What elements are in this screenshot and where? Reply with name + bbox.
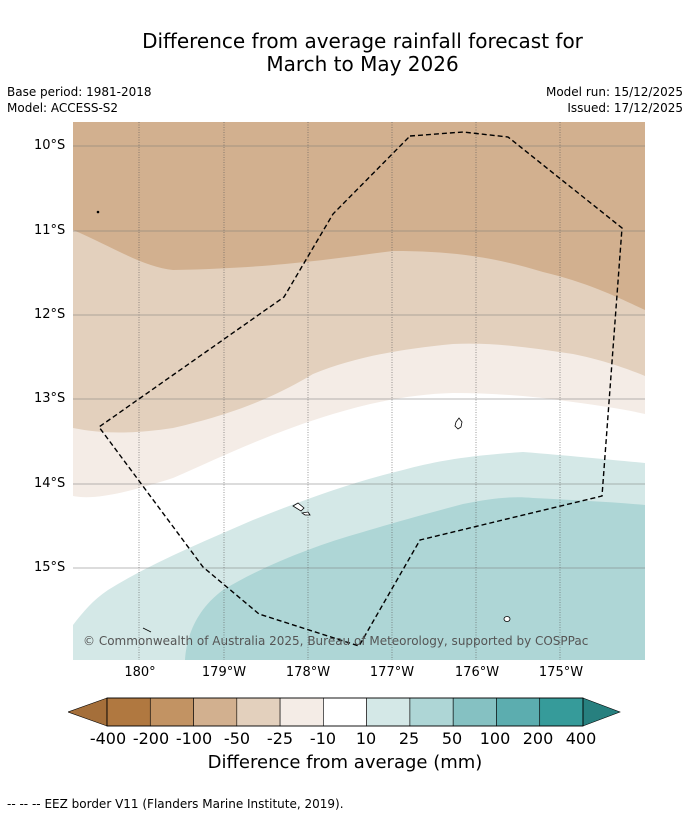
colorbar-frame xyxy=(106,697,584,727)
colorbar-high-arrow xyxy=(582,697,621,727)
cb-tick-4: -50 xyxy=(223,729,251,748)
colorbar-cell xyxy=(409,697,454,727)
latitude-gridlines xyxy=(73,145,645,569)
title-line-2: March to May 2026 xyxy=(266,52,459,76)
cb-tick-5: -25 xyxy=(266,729,294,748)
lat-label-13s: 13°S xyxy=(34,391,66,406)
island-east xyxy=(454,417,463,430)
rainfall-map[interactable]: © Commonwealth of Australia 2025, Bureau… xyxy=(73,122,645,660)
colorbar-cell xyxy=(149,697,194,727)
cb-tick-8: 25 xyxy=(398,729,420,748)
colorbar-cell xyxy=(106,697,151,727)
issued-date: Issued: 17/12/2025 xyxy=(567,101,683,115)
longitude-gridlines xyxy=(138,122,561,660)
lat-label-11s: 11°S xyxy=(34,223,66,238)
lat-label-10s: 10°S xyxy=(34,138,66,153)
island-central xyxy=(292,502,305,512)
run-info: Model run: 15/12/2025 Issued: 17/12/2025 xyxy=(546,84,683,116)
eez-legend-symbol: -- -- -- xyxy=(7,797,41,811)
cb-tick-7: 10 xyxy=(355,729,377,748)
colorbar-cell xyxy=(279,697,324,727)
base-info: Base period: 1981-2018 Model: ACCESS-S2 xyxy=(7,84,152,116)
colorbar-cell xyxy=(496,697,541,727)
island-southwest xyxy=(142,627,152,633)
island-southeast xyxy=(503,616,511,622)
island-northwest xyxy=(96,210,100,214)
lon-label-177w: 177°W xyxy=(369,665,415,680)
colorbar-cell xyxy=(539,697,584,727)
cb-tick-6: -10 xyxy=(309,729,337,748)
cb-tick-3: -100 xyxy=(175,729,213,748)
cb-tick-10: 100 xyxy=(479,729,511,748)
colorbar-cell xyxy=(193,697,238,727)
eez-border xyxy=(98,131,623,647)
base-period: Base period: 1981-2018 xyxy=(7,85,152,99)
cb-tick-2: -200 xyxy=(132,729,170,748)
cb-tick-12: 400 xyxy=(565,729,597,748)
title-line-1: Difference from average rainfall forecas… xyxy=(142,29,583,53)
colorbar-low-arrow xyxy=(68,697,108,727)
lat-label-15s: 15°S xyxy=(34,560,66,575)
cb-tick-11: 200 xyxy=(522,729,554,748)
chart-title: Difference from average rainfall forecas… xyxy=(0,30,690,76)
colorbar xyxy=(68,697,621,727)
island-central-small xyxy=(300,511,311,516)
footer-legend: -- -- -- EEZ border V11 (Flanders Marine… xyxy=(7,797,344,811)
lon-label-179w: 179°W xyxy=(201,665,247,680)
cb-tick-9: 50 xyxy=(441,729,463,748)
islands xyxy=(96,210,511,633)
lon-label-180: 180° xyxy=(124,665,156,680)
lon-label-175w: 175°W xyxy=(538,665,584,680)
copyright-notice: © Commonwealth of Australia 2025, Bureau… xyxy=(83,634,588,648)
colorbar-title: Difference from average (mm) xyxy=(207,752,483,773)
cb-tick-1: -400 xyxy=(89,729,127,748)
lon-label-176w: 176°W xyxy=(454,665,500,680)
model-run: Model run: 15/12/2025 xyxy=(545,85,683,99)
eez-legend-text: EEZ border V11 (Flanders Marine Institut… xyxy=(44,797,344,811)
band-plus-25 xyxy=(185,497,645,660)
colorbar-cell xyxy=(323,697,367,727)
lat-label-12s: 12°S xyxy=(34,307,66,322)
colorbar-cell xyxy=(452,697,497,727)
model-name: Model: ACCESS-S2 xyxy=(7,101,119,115)
lon-label-178w: 178°W xyxy=(285,665,331,680)
colorbar-cell xyxy=(236,697,281,727)
colorbar-cell xyxy=(366,697,411,727)
lat-label-14s: 14°S xyxy=(34,476,66,491)
colorbar-cells xyxy=(106,697,584,727)
